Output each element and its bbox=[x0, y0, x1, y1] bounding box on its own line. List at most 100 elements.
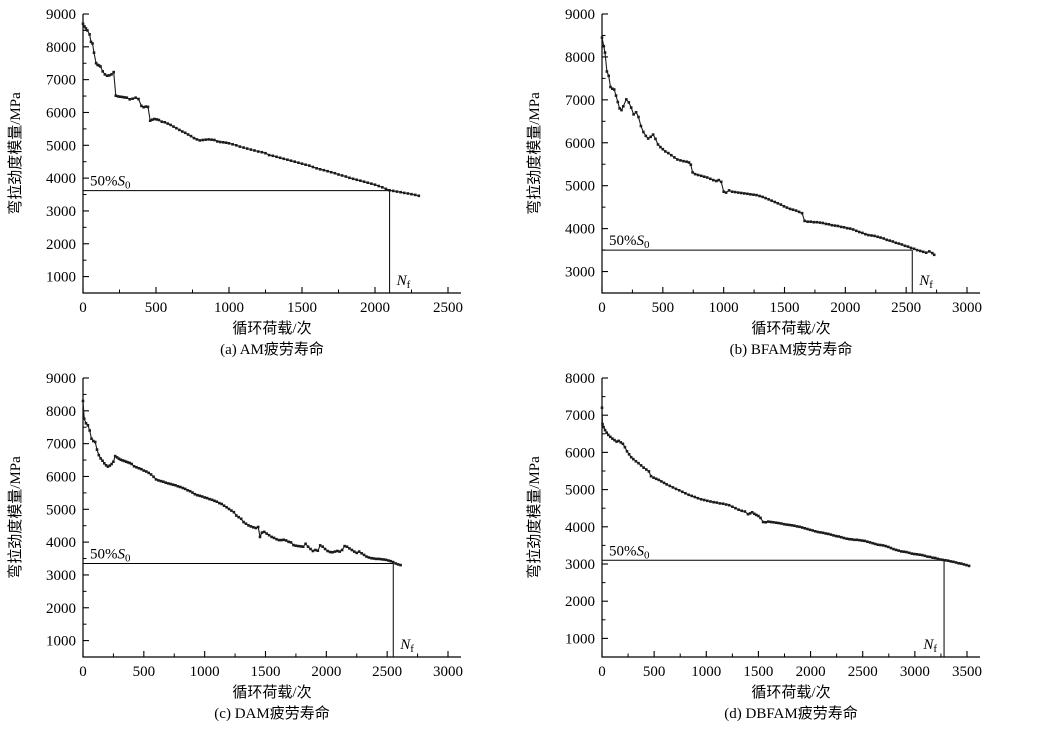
y-tick-label: 8000 bbox=[46, 404, 76, 420]
x-tick-label: 2000 bbox=[311, 664, 341, 680]
data-series-line bbox=[601, 407, 970, 567]
threshold-label: 50%S0 bbox=[90, 174, 131, 192]
y-tick-label: 1000 bbox=[565, 631, 595, 647]
y-tick-label: 3000 bbox=[565, 557, 595, 573]
x-tick-label: 1500 bbox=[287, 300, 317, 316]
data-series-markers bbox=[81, 22, 421, 198]
caption: (a) AM疲劳寿命 bbox=[220, 340, 324, 358]
x-tick-label: 2500 bbox=[848, 664, 878, 680]
x-tick-label: 1000 bbox=[214, 300, 244, 316]
chart-c-panel: 0 500 1000 1500 2000 2500 3000 1000 2000 3000 4000… bbox=[0, 364, 519, 729]
x-tick-label: 1500 bbox=[251, 664, 281, 680]
x-axis-label: 循环荷载/次 bbox=[751, 684, 830, 701]
y-tick-label: 6000 bbox=[565, 136, 595, 152]
y-tick-label: 3000 bbox=[46, 204, 76, 220]
y-tick-label: 7000 bbox=[46, 437, 76, 453]
chart-d: 0 500 1000 1500 2000 2500 3000 3500 1000 2000 3000… bbox=[526, 371, 982, 722]
y-tick-label: 9000 bbox=[565, 7, 595, 23]
y-tick-label: 5000 bbox=[46, 502, 76, 518]
y-axis-label: 弯拉劲度模量/MPa bbox=[526, 92, 543, 215]
y-tick-label: 5000 bbox=[565, 179, 595, 195]
failure-label: Nf bbox=[399, 637, 414, 655]
y-tick-label: 7000 bbox=[46, 73, 76, 89]
x-tick-label: 3000 bbox=[433, 664, 463, 680]
failure-label: Nf bbox=[922, 637, 937, 655]
x-tick-label: 1000 bbox=[709, 300, 739, 316]
y-tick-label: 1000 bbox=[46, 634, 76, 650]
x-tick-label: 500 bbox=[652, 300, 675, 316]
y-tick-label: 9000 bbox=[46, 7, 76, 23]
x-tick-label: 2000 bbox=[796, 664, 826, 680]
failure-label: Nf bbox=[918, 273, 933, 291]
x-tick-label: 2000 bbox=[830, 300, 860, 316]
y-axis-label: 弯拉劲度模量/MPa bbox=[526, 456, 543, 579]
threshold-label: 50%S0 bbox=[609, 233, 650, 251]
x-tick-label: 3000 bbox=[900, 664, 930, 680]
x-tick-label: 0 bbox=[79, 664, 87, 680]
y-tick-label: 4000 bbox=[565, 222, 595, 238]
y-tick-label: 2000 bbox=[46, 601, 76, 617]
chart-a: 0 500 1000 1500 2000 2500 1000 2000 3000 4000 5000… bbox=[7, 7, 463, 358]
y-tick-label: 6000 bbox=[46, 469, 76, 485]
y-tick-label: 9000 bbox=[46, 371, 76, 387]
x-tick-label: 0 bbox=[79, 300, 87, 316]
y-tick-label: 6000 bbox=[565, 445, 595, 461]
x-tick-label: 1000 bbox=[691, 664, 721, 680]
x-tick-label: 500 bbox=[133, 664, 156, 680]
x-tick-label: 1500 bbox=[743, 664, 773, 680]
chart-d-panel: 0 500 1000 1500 2000 2500 3000 3500 1000 2000 3000… bbox=[519, 364, 1038, 729]
x-tick-label: 500 bbox=[145, 300, 168, 316]
x-tick-label: 1000 bbox=[190, 664, 220, 680]
y-tick-label: 6000 bbox=[46, 105, 76, 121]
y-tick-label: 7000 bbox=[565, 93, 595, 109]
y-tick-label: 7000 bbox=[565, 408, 595, 424]
axes bbox=[601, 378, 980, 658]
y-tick-label: 4000 bbox=[46, 535, 76, 551]
y-tick-label: 8000 bbox=[565, 50, 595, 66]
x-axis-label: 循环荷载/次 bbox=[232, 684, 311, 701]
y-tick-label: 4000 bbox=[565, 520, 595, 536]
data-series-line bbox=[601, 37, 935, 256]
y-tick-label: 1000 bbox=[46, 270, 76, 286]
chart-b-panel: 0 500 1000 1500 2000 2500 3000 3000 4000 5000 6000… bbox=[519, 0, 1038, 364]
y-tick-label: 5000 bbox=[565, 483, 595, 499]
chart-c: 0 500 1000 1500 2000 2500 3000 1000 2000 3000 4000… bbox=[7, 371, 463, 722]
chart-b: 0 500 1000 1500 2000 2500 3000 3000 4000 5000 6000… bbox=[526, 7, 982, 358]
y-tick-label: 5000 bbox=[46, 138, 76, 154]
y-tick-label: 2000 bbox=[46, 237, 76, 253]
caption: (c) DAM疲劳寿命 bbox=[214, 704, 329, 722]
y-axis-label: 弯拉劲度模量/MPa bbox=[7, 456, 24, 579]
x-tick-label: 1500 bbox=[770, 300, 800, 316]
threshold-label: 50%S0 bbox=[609, 543, 650, 561]
x-tick-label: 500 bbox=[643, 664, 666, 680]
data-series-markers bbox=[600, 406, 971, 568]
x-tick-label: 2000 bbox=[360, 300, 390, 316]
failure-label: Nf bbox=[396, 273, 411, 291]
y-tick-label: 3000 bbox=[46, 568, 76, 584]
y-axis-label: 弯拉劲度模量/MPa bbox=[7, 92, 24, 215]
x-tick-label: 3500 bbox=[952, 664, 982, 680]
x-tick-label: 2500 bbox=[372, 664, 402, 680]
x-axis-label: 循环荷载/次 bbox=[751, 320, 830, 337]
x-tick-label: 2500 bbox=[433, 300, 463, 316]
x-tick-label: 0 bbox=[598, 300, 606, 316]
data-series-markers bbox=[81, 399, 402, 567]
data-series-markers bbox=[600, 36, 936, 257]
chart-a-panel: 0 500 1000 1500 2000 2500 1000 2000 3000 4000 5000… bbox=[0, 0, 519, 364]
data-series-line bbox=[82, 23, 419, 197]
threshold-label: 50%S0 bbox=[90, 546, 131, 564]
data-series-line bbox=[82, 400, 401, 566]
y-tick-label: 8000 bbox=[565, 371, 595, 387]
x-tick-label: 3000 bbox=[952, 300, 982, 316]
y-tick-label: 3000 bbox=[565, 265, 595, 281]
y-tick-label: 2000 bbox=[565, 594, 595, 610]
y-tick-label: 4000 bbox=[46, 171, 76, 187]
axes bbox=[82, 378, 461, 658]
x-axis-label: 循环荷载/次 bbox=[232, 320, 311, 337]
x-tick-label: 2500 bbox=[891, 300, 921, 316]
y-tick-label: 8000 bbox=[46, 40, 76, 56]
x-tick-label: 0 bbox=[598, 664, 606, 680]
caption: (b) BFAM疲劳寿命 bbox=[730, 340, 853, 358]
caption: (d) DBFAM疲劳寿命 bbox=[724, 704, 857, 722]
